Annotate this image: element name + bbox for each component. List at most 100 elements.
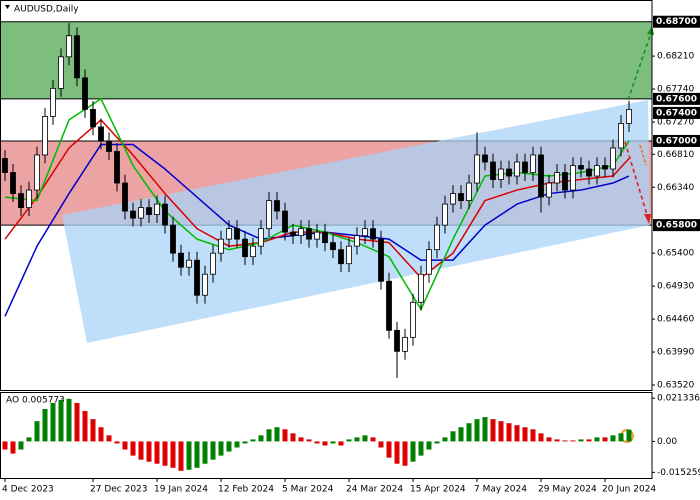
ao-bar [42,409,48,442]
candle-body [162,203,168,226]
candle-body [522,161,528,173]
ao-bar [602,437,608,442]
candle-body [426,249,432,275]
ao-frame [0,392,653,479]
ao-bar [562,440,568,442]
ao-bar [354,437,360,442]
candle-body [474,154,480,184]
ao-bar [202,441,208,464]
candle-body [82,77,88,110]
ao-bar [122,441,128,450]
ao-bar [162,441,168,466]
ao-bar [154,441,160,464]
ao-y-tick-label: 0.021336 [657,394,700,404]
ao-bar [378,441,384,448]
ao-bar [138,441,144,460]
ao-bar [98,427,104,442]
ao-bar [322,441,328,446]
ao-bar [146,441,152,462]
candle-body [66,35,72,58]
candle-body [202,273,208,296]
candle-body [530,154,536,173]
candle-body [210,252,216,275]
candle-body [362,228,368,237]
candle-body [18,193,24,208]
candle-body [114,151,120,184]
candle-body [330,242,336,251]
ao-bar [570,440,576,442]
candle-body [258,228,264,247]
x-tick-label: 4 Dec 2023 [2,485,54,495]
ao-bar [218,441,224,456]
ao-bar [242,441,248,444]
candle-body [578,165,584,170]
ao-bar [314,441,320,444]
level-label: 0.65800 [656,221,697,231]
ao-bar [186,441,192,470]
candle-body [314,231,320,240]
candle-body [154,203,160,216]
level-label: 0.67600 [656,94,697,104]
candle-body [226,228,232,240]
ao-bar [18,441,24,450]
ao-bar [170,441,176,468]
ao-bar [194,441,200,468]
level-label-box [653,106,700,119]
candle-body [538,154,544,198]
candle-body [306,228,312,240]
ao-bar [346,439,352,442]
ao-bar [458,427,464,442]
ao-bar [370,437,376,442]
y-tick-label: 0.67740 [657,85,694,95]
ao-bar [586,439,592,442]
level-label: 0.67000 [656,136,697,146]
ao-bar [578,439,584,442]
ao-bar [362,435,368,442]
candle-body [338,249,344,265]
candle-body [450,193,456,205]
ao-bar [306,439,312,442]
ao-bar [594,437,600,442]
ao-bar [514,425,520,442]
candle-body [586,168,592,177]
ao-bar [82,411,88,442]
candle-body [298,228,304,237]
candle-body [618,123,624,149]
main-frame [0,0,653,391]
candle-body [466,182,472,201]
candle-body [322,231,328,244]
y-tick-label: 0.64930 [657,282,694,292]
level-label: 0.68700 [656,17,697,27]
arrow-head [644,214,651,224]
candle-body [170,224,176,254]
ao-bar [74,402,80,442]
ao-bar [618,433,624,442]
ao-bar [58,399,64,442]
ao-bar [330,441,336,444]
ao-bar [250,439,256,442]
ao-y-tick-label: 0.00 [657,437,677,447]
ao-bar [498,421,504,442]
candle-body [266,200,272,230]
ao-bar [274,427,280,442]
ao-bar [402,441,408,466]
ao-bar [442,437,448,442]
ao-bar [114,441,120,444]
zone [0,21,652,99]
y-tick-label: 0.66810 [657,150,694,160]
candle-body [98,126,104,142]
title-icon [5,5,10,9]
trend-channel [62,100,650,343]
candle-body [546,182,552,198]
candle-body [178,252,184,268]
level-label-box [653,134,700,147]
y-tick-label: 0.63990 [657,348,694,358]
level-label-box [653,92,700,105]
y-tick-label: 0.66340 [657,183,694,193]
x-tick-label: 7 May 2024 [474,485,527,495]
ao-bar [418,441,424,456]
ao-bar [474,419,480,442]
ao-bar [298,437,304,442]
candle-body [234,228,240,240]
